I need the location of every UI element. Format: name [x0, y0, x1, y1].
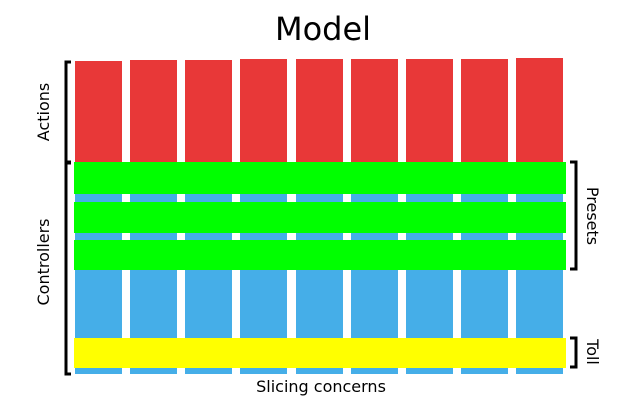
actions-bracket	[64, 60, 71, 164]
action-slice	[130, 60, 177, 162]
diagram-title: Model	[275, 10, 371, 48]
action-slice	[406, 59, 453, 162]
slicing-concerns-label: Slicing concerns	[256, 377, 386, 396]
toll-band	[74, 338, 566, 368]
action-slice	[75, 61, 122, 162]
action-slice	[296, 59, 343, 162]
toll-label: Toll	[583, 338, 602, 365]
action-slice	[516, 58, 563, 162]
concern-bands	[74, 162, 566, 368]
actions-label: Actions	[34, 83, 53, 141]
presets-bracket	[570, 160, 578, 271]
toll-bracket	[570, 336, 578, 369]
preset-band	[74, 162, 566, 194]
action-slice	[240, 59, 287, 162]
preset-band	[74, 202, 566, 233]
action-slice	[185, 60, 232, 162]
action-slice	[351, 59, 398, 162]
controllers-bracket	[64, 161, 71, 376]
preset-band	[74, 240, 566, 270]
action-slice	[461, 59, 508, 162]
presets-label: Presets	[583, 187, 602, 245]
controllers-label: Controllers	[34, 218, 53, 305]
